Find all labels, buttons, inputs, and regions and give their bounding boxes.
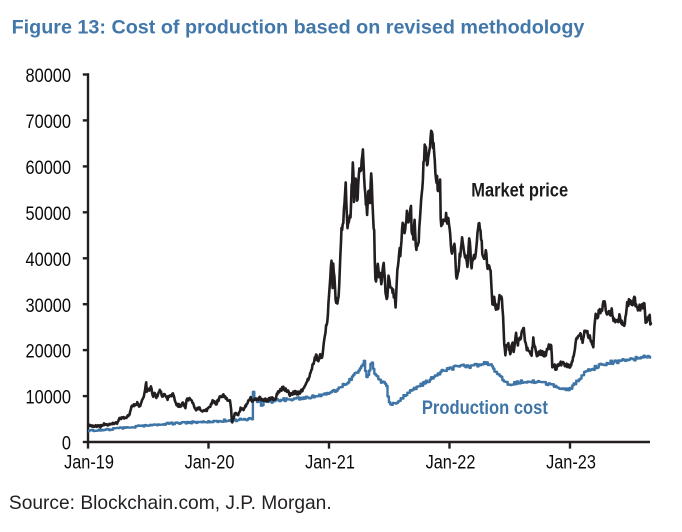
svg-text:50000: 50000 [26,203,72,225]
svg-text:60000: 60000 [26,157,72,179]
svg-text:Jan-20: Jan-20 [185,452,235,474]
svg-text:Market price: Market price [471,179,568,201]
svg-text:Jan-21: Jan-21 [305,452,355,474]
svg-text:70000: 70000 [26,111,72,133]
svg-text:Source: Blockchain.com, J.P. M: Source: Blockchain.com, J.P. Morgan. [9,493,332,514]
svg-text:Jan-19: Jan-19 [64,452,114,474]
svg-text:0: 0 [62,433,71,455]
svg-text:30000: 30000 [26,295,72,317]
svg-text:20000: 20000 [26,341,72,363]
svg-text:Figure 13: Cost of production: Figure 13: Cost of production based on r… [12,17,585,39]
svg-text:Jan-22: Jan-22 [426,452,476,474]
svg-text:10000: 10000 [26,387,72,409]
svg-text:Jan-23: Jan-23 [546,452,596,474]
svg-text:Production cost: Production cost [422,397,548,419]
svg-text:40000: 40000 [26,249,72,271]
svg-text:80000: 80000 [26,65,72,87]
